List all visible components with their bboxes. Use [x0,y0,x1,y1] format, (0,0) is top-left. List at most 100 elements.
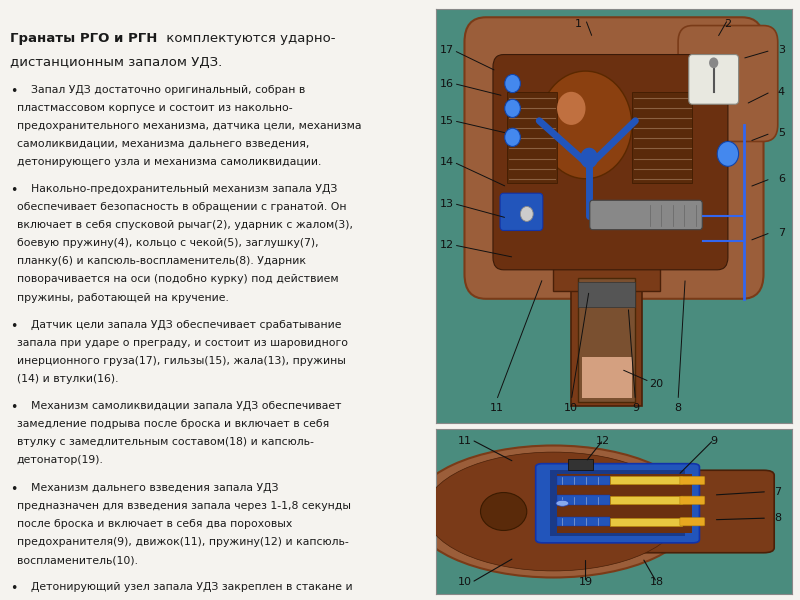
Circle shape [505,128,520,146]
Text: 8: 8 [674,403,682,413]
Circle shape [709,58,718,68]
Text: детонатор(19).: детонатор(19). [17,455,103,466]
Circle shape [718,142,738,166]
Text: Механизм самоликвидации запала УДЗ обеспечивает: Механизм самоликвидации запала УДЗ обесп… [31,401,342,412]
Text: 7: 7 [778,227,785,238]
Text: поворачивается на оси (подобно курку) под действием: поворачивается на оси (подобно курку) по… [17,274,338,284]
FancyBboxPatch shape [680,476,705,485]
Text: Детонирующий узел запала УДЗ закреплен в стакане и: Детонирующий узел запала УДЗ закреплен в… [31,583,353,592]
Text: 10: 10 [564,403,578,413]
Bar [568,458,593,470]
Text: пластмассовом корпусе и состоит из накольно-: пластмассовом корпусе и состоит из накол… [17,103,292,113]
FancyBboxPatch shape [493,55,728,270]
Text: 2: 2 [724,19,731,29]
FancyBboxPatch shape [536,464,699,543]
Text: 14: 14 [439,157,454,167]
Circle shape [411,445,696,577]
Text: комплектуются ударно-: комплектуются ударно- [162,32,336,46]
Text: •: • [10,320,18,333]
Text: 13: 13 [439,199,454,209]
Circle shape [426,452,682,571]
Text: (14) и втулки(16).: (14) и втулки(16). [17,374,118,384]
FancyBboxPatch shape [465,17,763,299]
Text: 6: 6 [778,174,785,184]
Text: •: • [10,184,18,197]
Bar [632,92,692,183]
Text: 10: 10 [458,577,471,587]
FancyBboxPatch shape [680,496,705,505]
Bar [557,496,610,505]
Text: Датчик цели запала УДЗ обеспечивает срабатывание: Датчик цели запала УДЗ обеспечивает сраб… [31,320,342,330]
Text: 20: 20 [650,379,664,389]
Bar [610,476,682,484]
Text: детонирующего узла и механизма самоликвидации.: детонирующего узла и механизма самоликви… [17,157,321,167]
Text: Накольно-предохранительный механизм запала УДЗ: Накольно-предохранительный механизм запа… [31,184,338,194]
Text: 9: 9 [632,403,639,413]
Bar [557,517,610,526]
Text: 9: 9 [710,436,718,446]
Text: 7: 7 [774,487,782,497]
Text: 11: 11 [458,436,471,446]
Text: 18: 18 [650,577,664,587]
Text: запала при ударе о преграду, и состоит из шаровидного: запала при ударе о преграду, и состоит и… [17,338,348,348]
Text: воспламенитель(10).: воспламенитель(10). [17,555,138,565]
Bar [582,357,632,398]
Text: боевую пружину(4), кольцо с чекой(5), заглушку(7),: боевую пружину(4), кольцо с чекой(5), за… [17,238,318,248]
Text: •: • [10,401,18,415]
Text: планку(6) и капсюль-воспламенитель(8). Ударник: планку(6) и капсюль-воспламенитель(8). У… [17,256,306,266]
FancyBboxPatch shape [500,193,543,230]
Text: замедление подрыва после броска и включает в себя: замедление подрыва после броска и включа… [17,419,329,430]
Text: 12: 12 [439,240,454,250]
Text: самоликвидации, механизма дальнего взведения,: самоликвидации, механизма дальнего взвед… [17,139,309,149]
Bar [610,496,682,504]
Text: Запал УДЗ достаточно оригинальный, собран в: Запал УДЗ достаточно оригинальный, собра… [31,85,306,95]
Circle shape [557,92,586,125]
FancyBboxPatch shape [689,55,738,104]
Text: 4: 4 [778,87,785,97]
Bar [578,282,635,307]
Circle shape [520,206,533,221]
Text: втулку с замедлительным составом(18) и капсюль-: втулку с замедлительным составом(18) и к… [17,437,314,448]
Text: 15: 15 [439,116,454,126]
Text: включает в себя спусковой рычаг(2), ударник с жалом(3),: включает в себя спусковой рычаг(2), удар… [17,220,353,230]
FancyBboxPatch shape [618,470,774,553]
Text: •: • [10,483,18,496]
Bar [557,476,610,485]
Circle shape [556,500,569,506]
Text: 3: 3 [778,46,785,55]
Text: обеспечивает безопасность в обращении с гранатой. Он: обеспечивает безопасность в обращении с … [17,202,346,212]
Circle shape [505,99,520,118]
FancyBboxPatch shape [590,200,702,230]
Text: Гранаты РГО и РГН: Гранаты РГО и РГН [10,32,158,46]
Text: 19: 19 [578,577,593,587]
Text: •: • [10,85,18,98]
Text: •: • [10,583,18,595]
Text: предназначен для взведения запала через 1-1,8 секунды: предназначен для взведения запала через … [17,501,350,511]
Circle shape [539,71,632,179]
Bar [557,473,692,533]
Bar [578,278,635,402]
Text: предохранителя(9), движок(11), пружину(12) и капсюль-: предохранителя(9), движок(11), пружину(1… [17,537,348,547]
Text: 16: 16 [439,79,454,89]
Text: 17: 17 [439,46,454,55]
Circle shape [580,148,598,169]
Ellipse shape [481,493,526,530]
Circle shape [505,74,520,92]
Text: инерционного груза(17), гильзы(15), жала(13), пружины: инерционного груза(17), гильзы(15), жала… [17,356,346,366]
Text: 5: 5 [778,128,785,138]
Bar [554,249,660,290]
Text: 11: 11 [490,403,503,413]
Text: дистанционным запалом УДЗ.: дистанционным запалом УДЗ. [10,56,222,68]
Text: 1: 1 [575,19,582,29]
FancyBboxPatch shape [678,26,778,142]
Bar [507,92,557,183]
Bar [550,470,685,536]
Bar [610,518,682,526]
FancyBboxPatch shape [680,518,705,526]
Text: 12: 12 [596,436,610,446]
Text: пружины, работающей на кручение.: пружины, работающей на кручение. [17,293,229,302]
Text: предохранительного механизма, датчика цели, механизма: предохранительного механизма, датчика це… [17,121,361,131]
Text: Механизм дальнего взведения запала УДЗ: Механизм дальнего взведения запала УДЗ [31,483,279,493]
Text: 8: 8 [774,513,782,523]
Bar [571,266,642,406]
